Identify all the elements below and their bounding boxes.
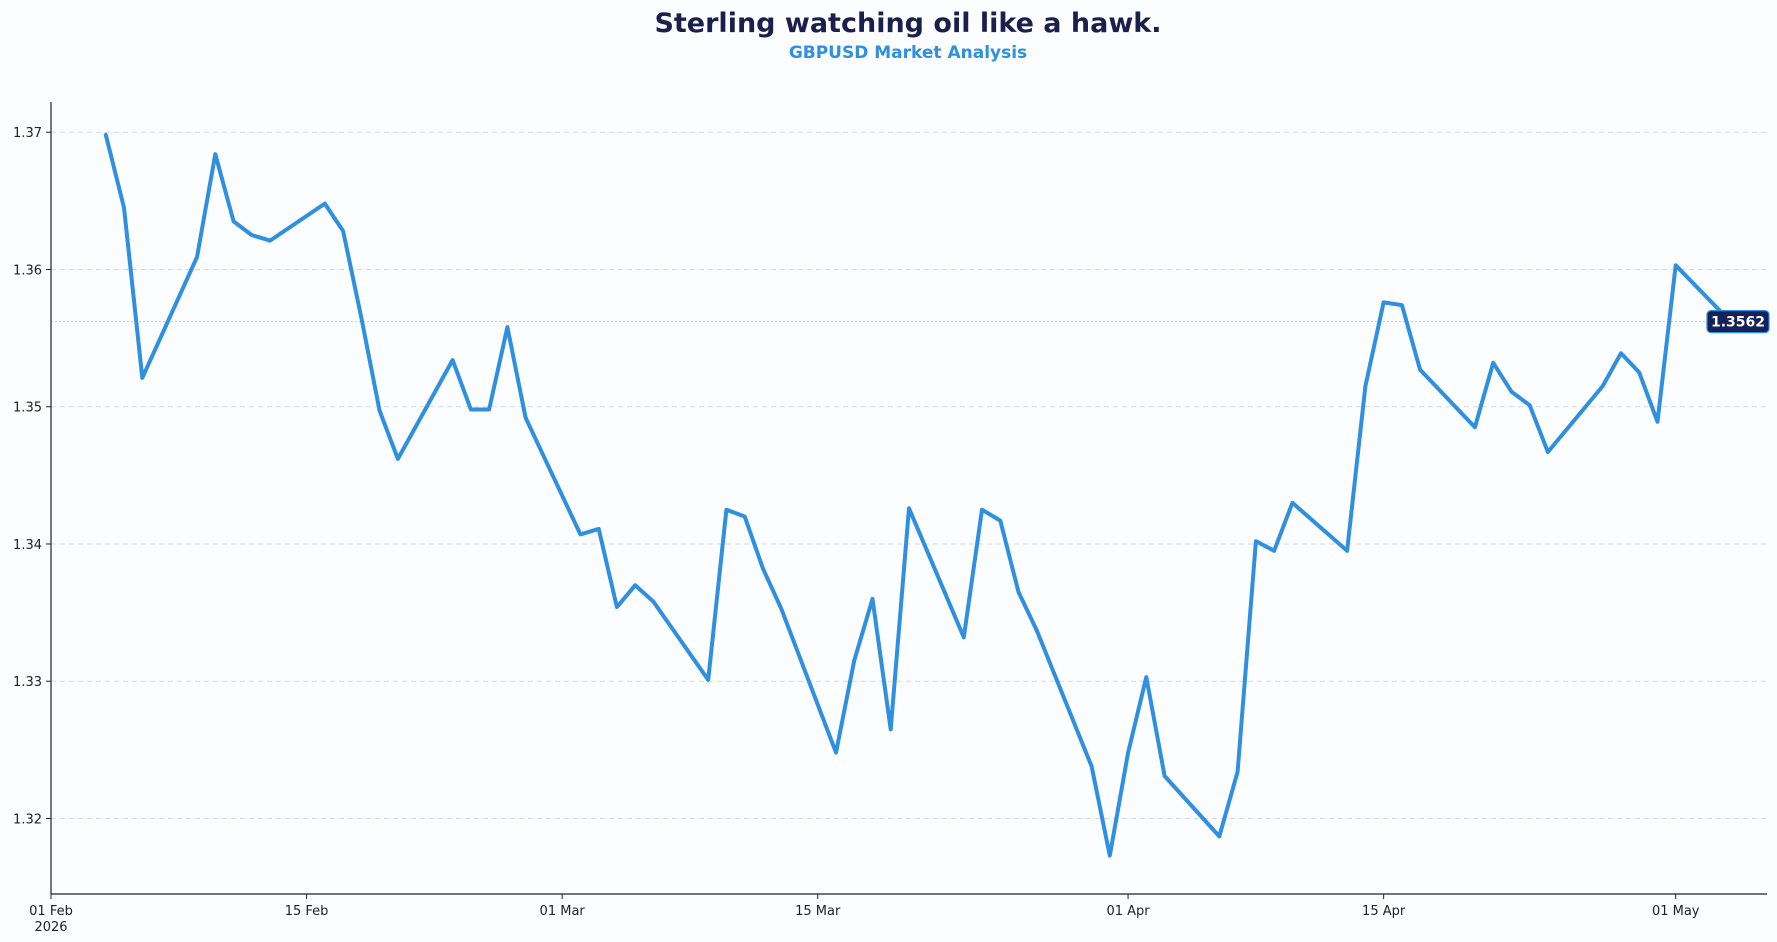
x-tick-sublabel: 2026 bbox=[34, 920, 67, 935]
x-tick-label: 01 Mar bbox=[540, 904, 586, 919]
y-tick-label: 1.33 bbox=[13, 675, 42, 690]
gbpusd-price-line bbox=[103, 132, 1733, 858]
last-value-label: 1.3562 bbox=[1711, 315, 1765, 331]
y-tick-label: 1.37 bbox=[13, 126, 42, 141]
y-tick-label: 1.35 bbox=[13, 401, 42, 416]
y-tick-label: 1.36 bbox=[13, 263, 42, 278]
x-tick-label: 15 Feb bbox=[285, 904, 329, 919]
x-tick-label: 01 Apr bbox=[1106, 904, 1150, 919]
last-value-badge: 1.3562 bbox=[1706, 310, 1770, 334]
last-value-badge-box bbox=[1706, 310, 1770, 334]
y-gridlines bbox=[51, 131, 1767, 820]
x-tick-label: 15 Mar bbox=[795, 904, 841, 919]
chart-title: Sterling watching oil like a hawk. bbox=[654, 8, 1161, 39]
y-axis-ticks: 1.32 1.33 1.34 1.35 1.36 1.37 bbox=[13, 126, 51, 828]
x-tick-label: 01 Feb bbox=[29, 904, 73, 919]
chart-subtitle: GBPUSD Market Analysis bbox=[789, 43, 1027, 63]
x-tick-label: 01 May bbox=[1652, 904, 1700, 919]
x-tick-label: 15 Apr bbox=[1362, 904, 1406, 919]
y-tick-label: 1.34 bbox=[13, 538, 42, 553]
y-tick-label: 1.32 bbox=[13, 813, 42, 828]
axes bbox=[50, 102, 1767, 895]
